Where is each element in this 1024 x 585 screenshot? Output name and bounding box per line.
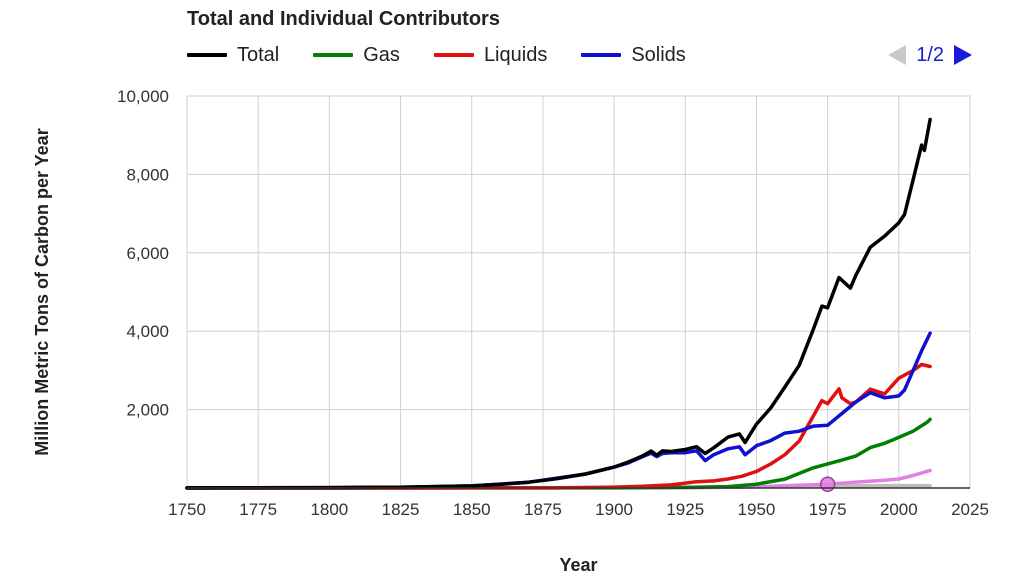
legend-swatch-gas (313, 53, 354, 57)
legend: Total Gas Liquids Solids (187, 42, 720, 68)
y-axis-title: Million Metric Tons of Carbon per Year (32, 128, 52, 455)
x-tick-label: 1825 (382, 500, 420, 519)
legend-pager: 1/2 (888, 42, 972, 68)
pager-next-arrow-icon[interactable] (954, 45, 972, 65)
legend-swatch-total (187, 53, 227, 57)
tick-labels: 1750 1775 1800 1825 1850 1875 1900 1925 1950 1975… (117, 87, 989, 519)
x-tick-label: 1750 (168, 500, 206, 519)
chart-title: Total and Individual Contributors (187, 8, 500, 30)
legend-label-gas: Gas (363, 43, 400, 66)
legend-label-liquids: Liquids (483, 43, 548, 66)
legend-item-solids[interactable]: Solids (581, 43, 686, 67)
legend-item-total[interactable]: Total (187, 44, 279, 67)
y-tick-label: 8,000 (126, 165, 169, 184)
legend-swatch-solids (581, 53, 622, 57)
y-tick-label: 6,000 (126, 244, 169, 263)
x-tick-label: 1900 (595, 500, 633, 519)
x-tick-label: 1925 (666, 500, 704, 519)
legend-item-gas[interactable]: Gas (313, 44, 400, 67)
x-tick-label: 2000 (880, 500, 918, 519)
series-line-total (185, 117, 932, 490)
x-tick-label: 1800 (310, 500, 348, 519)
x-tick-label: 2025 (951, 500, 989, 519)
y-tick-label: 4,000 (126, 322, 169, 341)
grid (186, 95, 971, 489)
pager-prev-arrow-icon[interactable] (888, 45, 907, 65)
x-tick-label: 1875 (524, 500, 562, 519)
legend-label-solids: Solids (631, 43, 686, 66)
pager-label: 1/2 (916, 43, 944, 66)
y-tick-label: 2,000 (126, 401, 169, 420)
series-line-gas (185, 417, 932, 490)
legend-item-liquids[interactable]: Liquids (433, 43, 548, 67)
x-tick-label: 1950 (738, 500, 776, 519)
y-tick-label: 10,000 (117, 87, 169, 106)
series-lines (185, 117, 932, 493)
hover-marker (819, 476, 836, 493)
x-tick-label: 1775 (239, 500, 277, 519)
plot-area-border (186, 95, 971, 489)
legend-label-total: Total (237, 43, 280, 66)
x-tick-label: 1975 (809, 500, 847, 519)
x-axis-title: Year (559, 555, 597, 575)
x-tick-label: 1850 (453, 500, 491, 519)
legend-swatch-liquids (433, 53, 474, 57)
